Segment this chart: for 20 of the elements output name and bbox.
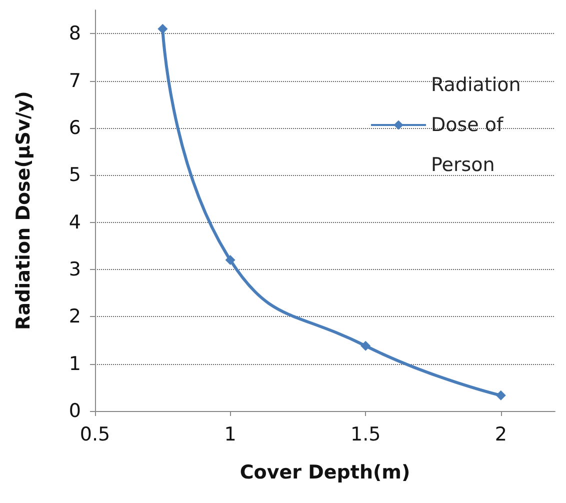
y-tick-label: 7 [68,70,81,92]
y-tick-label: 4 [68,211,81,234]
y-tick-label: 1 [68,352,81,375]
point [496,390,506,400]
y-tick-label: 3 [68,258,81,280]
legend-label: Radiation Dose of Person [431,74,527,176]
x-tick-label: 2 [494,424,507,446]
x-tick-label: 0.5 [80,424,110,446]
y-tick-label: 6 [68,116,81,139]
y-tick-label: 8 [68,22,81,45]
y-tick-label: 2 [68,306,81,328]
point [225,255,236,266]
x-axis-title: Cover Depth(m) [240,462,410,484]
x-tick-label: 1.5 [350,424,381,446]
y-tick-label: 5 [68,164,81,186]
point [158,24,168,34]
y-axis-title: Radiation Dose(μSv/y) [12,91,34,330]
x-tick-label: 1 [224,424,236,446]
point [360,340,371,351]
y-tick-label: 0 [68,400,81,422]
